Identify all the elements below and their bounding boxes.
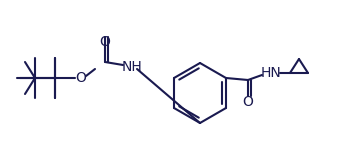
Text: O: O xyxy=(75,71,86,85)
Text: HN: HN xyxy=(261,66,281,80)
Text: NH: NH xyxy=(122,60,142,74)
Text: O: O xyxy=(243,95,253,109)
Text: O: O xyxy=(100,35,110,49)
